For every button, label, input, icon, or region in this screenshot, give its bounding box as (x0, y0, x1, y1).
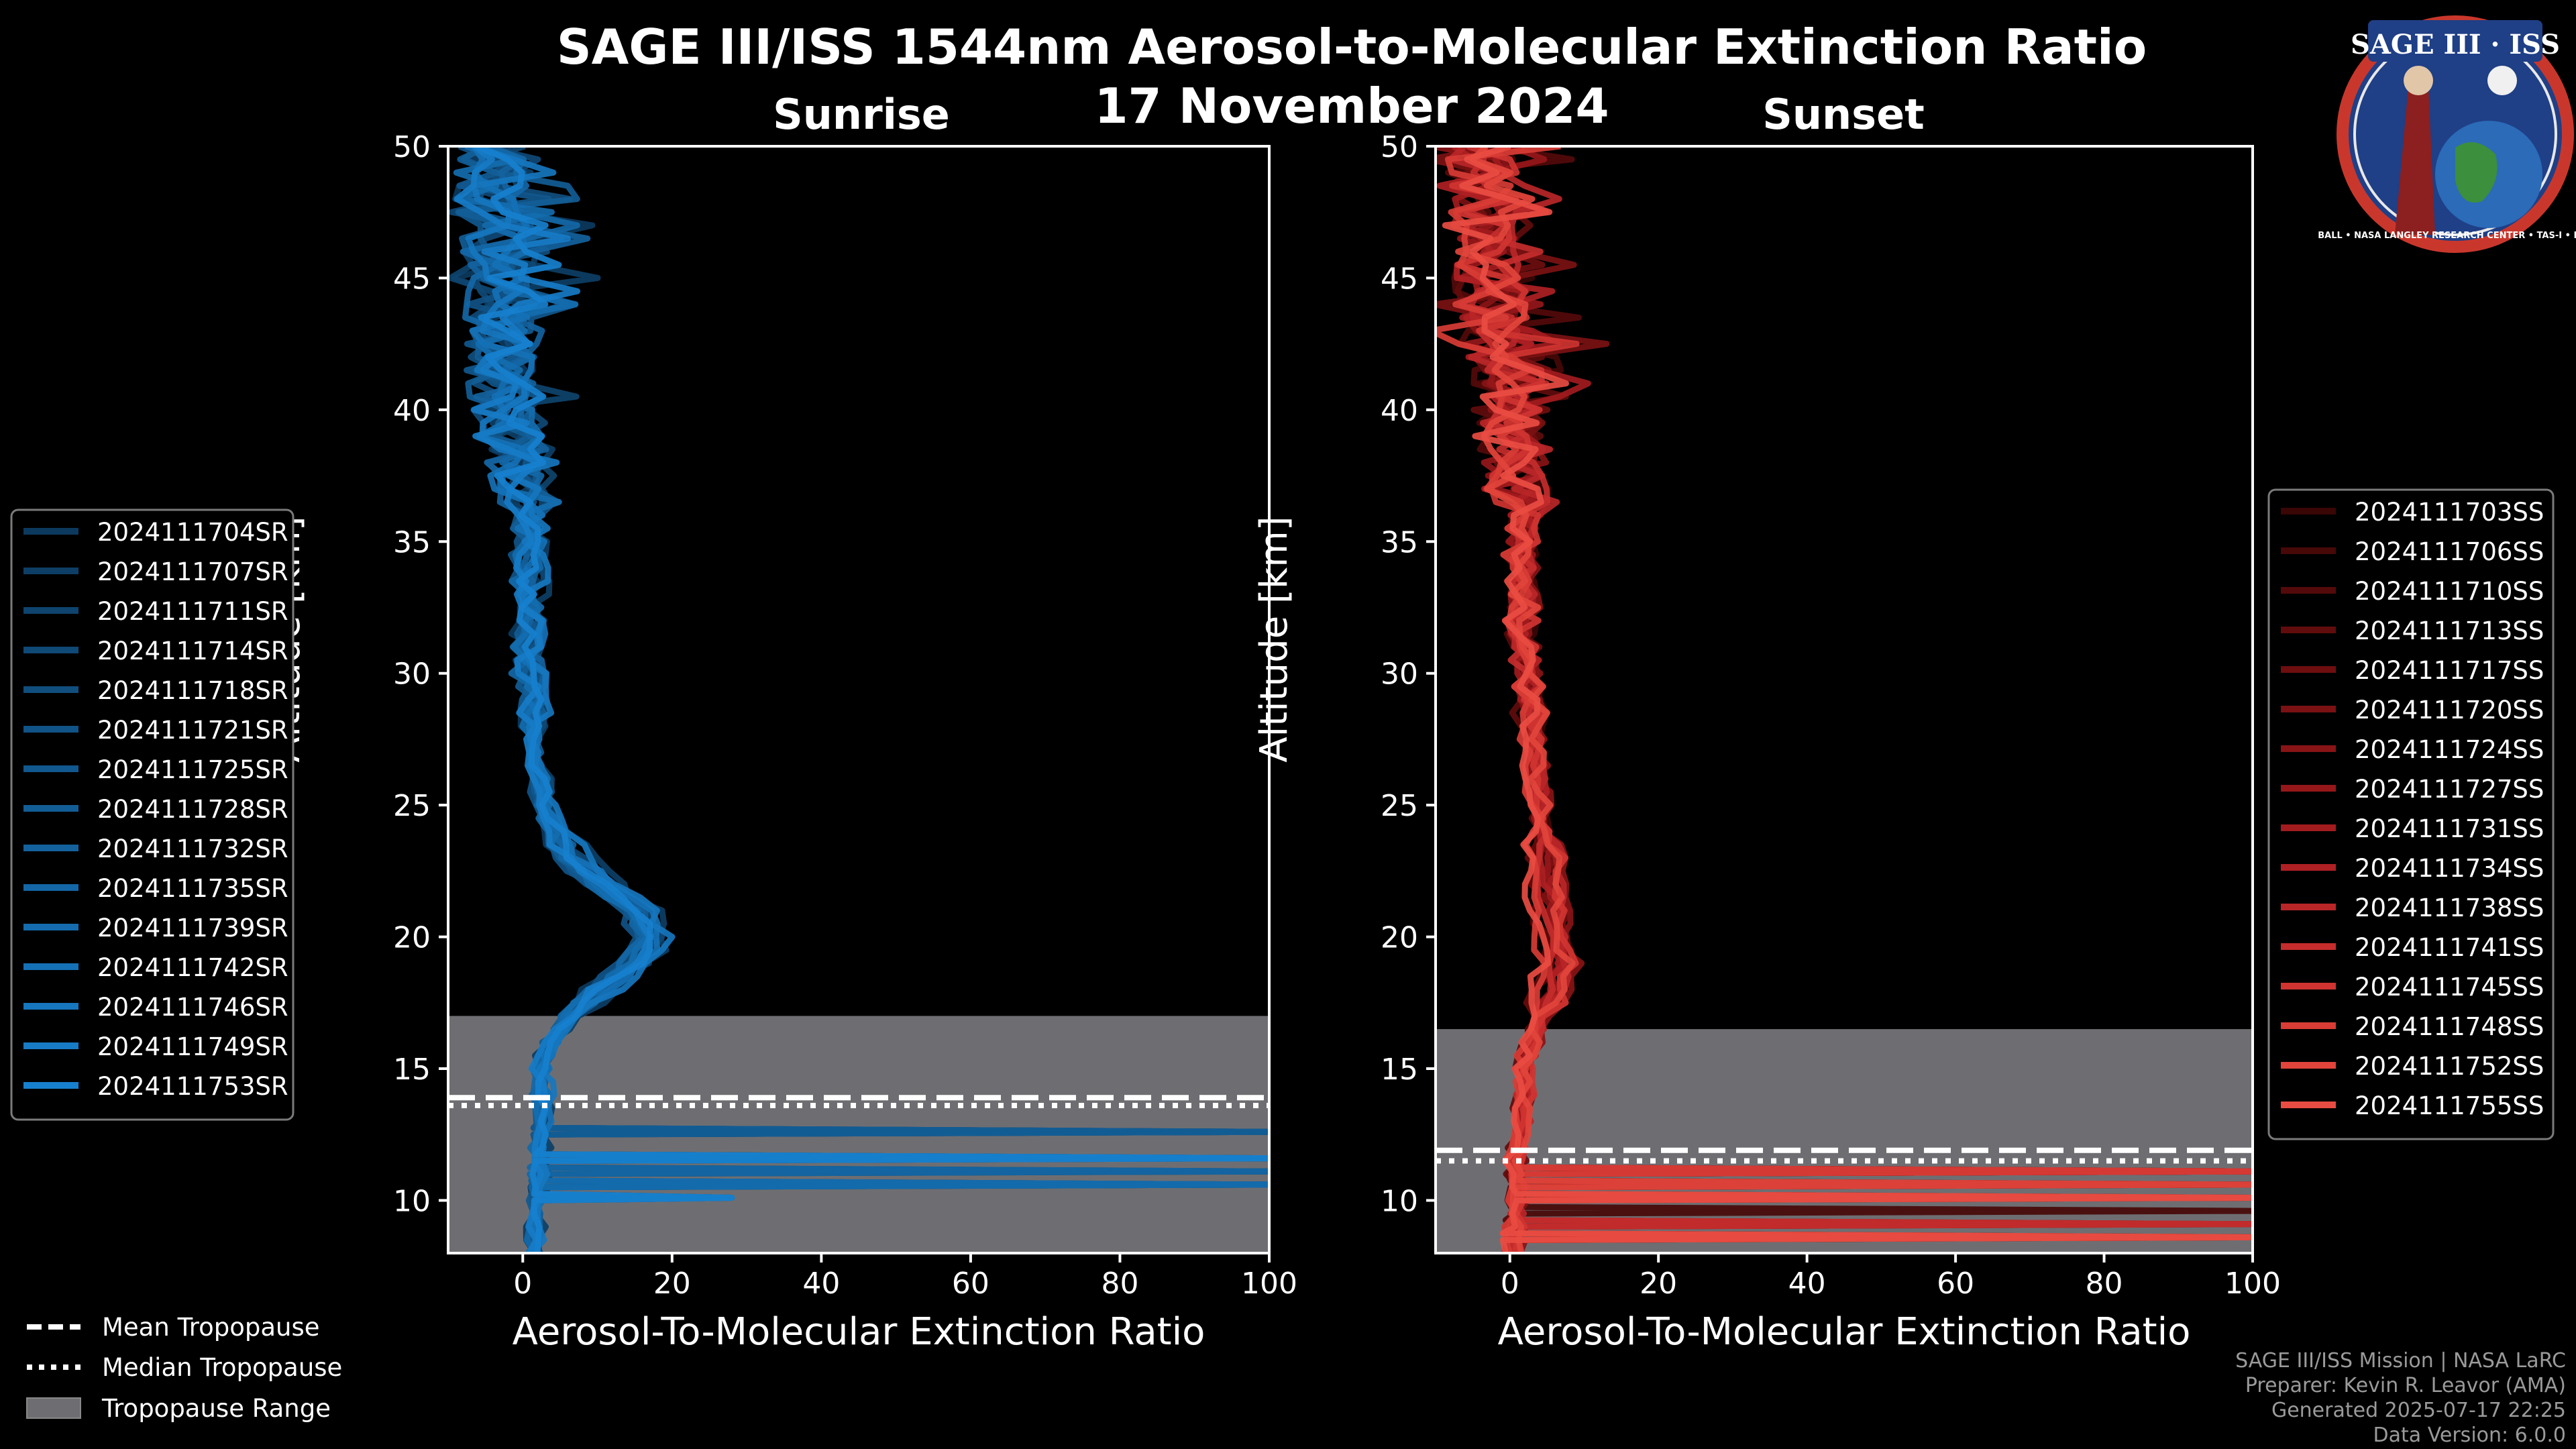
y-tick-label: 15 (393, 1053, 431, 1087)
legend-label: 2024111745SS (2355, 973, 2544, 1002)
sage-logo: SAGE III · ISS BALL • NASA LANGLEY RESEA… (2318, 15, 2576, 253)
y-tick-label: 50 (393, 130, 431, 164)
y-tick-label: 25 (1381, 789, 1418, 823)
x-tick-label: 80 (1101, 1267, 1138, 1301)
legend-label: 2024111718SR (97, 676, 288, 705)
legend-label: 2024111735SR (97, 874, 288, 903)
legend-label: 2024111741SS (2355, 933, 2544, 962)
y-tick-label: 30 (393, 657, 431, 692)
legend-label: 2024111706SS (2355, 537, 2544, 566)
y-tick-label: 40 (393, 394, 431, 428)
y-tick-label: 20 (1381, 921, 1418, 955)
credit-generated: Generated 2025-07-17 22:25 (2271, 1399, 2566, 1422)
x-tick-label: 0 (513, 1267, 532, 1301)
x-axis-label: Aerosol-To-Molecular Extinction Ratio (1498, 1310, 2191, 1354)
legend-label: 2024111739SR (97, 914, 288, 943)
x-tick-label: 40 (1788, 1267, 1826, 1301)
legend-label: 2024111724SS (2355, 735, 2544, 764)
x-tick-label: 0 (1501, 1267, 1519, 1301)
series-line-2024111753SR (475, 146, 1269, 1253)
legend-label: 2024111725SR (97, 755, 288, 784)
y-tick-label: 40 (1381, 394, 1418, 428)
panel-title-sunset: Sunset (1762, 90, 1925, 139)
logo-label: SAGE III · ISS (2351, 29, 2560, 60)
legend-label: 2024111707SR (97, 557, 288, 586)
panel-title-sunrise: Sunrise (773, 90, 950, 139)
chart-date: 17 November 2024 (1094, 78, 1609, 134)
mean-tropopause-label: Mean Tropopause (102, 1313, 320, 1342)
legend-label: 2024111734SS (2355, 854, 2544, 883)
sunrise-panel: 0 20 40 60 80 100 10 15 20 25 30 35 40 45 50 Aerosol-To… (265, 130, 1297, 1354)
sunset-panel: 0 20 40 60 80 100 10 15 20 25 30 35 40 45 50 Aerosol-To… (1252, 130, 2281, 1354)
credit-mission: SAGE III/ISS Mission | NASA LaRC (2235, 1349, 2566, 1373)
credits: SAGE III/ISS Mission | NASA LaRC Prepare… (2235, 1349, 2566, 1447)
x-tick-label: 40 (802, 1267, 840, 1301)
legend-label: 2024111717SS (2355, 656, 2544, 685)
tropopause-range-swatch (26, 1397, 81, 1419)
y-tick-label: 35 (393, 525, 431, 559)
series-line-2024111748SS (1436, 146, 2253, 1253)
y-tick-label: 50 (1381, 130, 1418, 164)
plot-frame (1434, 145, 2254, 1254)
legend-label: 2024111714SR (97, 637, 288, 665)
legend-label: 2024111752SS (2355, 1052, 2544, 1081)
y-tick-label: 35 (1381, 525, 1418, 559)
y-tick-label: 10 (1381, 1184, 1418, 1218)
series-line-2024111745SS (1449, 146, 2253, 1253)
series-line-2024111755SS (1442, 146, 2253, 1253)
legend-label: 2024111742SR (97, 953, 288, 982)
x-tick-label: 60 (952, 1267, 989, 1301)
y-tick-label: 20 (393, 921, 431, 955)
legend-label: 2024111732SR (97, 835, 288, 863)
legend-label: 2024111746SR (97, 993, 288, 1022)
legend-label: 2024111711SR (97, 597, 288, 626)
legend-label: 2024111721SR (97, 716, 288, 745)
legend-label: 2024111727SS (2355, 775, 2544, 804)
legend-label: 2024111749SR (97, 1032, 288, 1061)
legend-label: 2024111753SR (97, 1072, 288, 1101)
tropopause-legend: Mean Tropopause Median Tropopause Tropop… (26, 1313, 342, 1423)
y-tick-label: 45 (1381, 262, 1418, 296)
chart-title: SAGE III/ISS 1544nm Aerosol-to-Molecular… (557, 19, 2147, 75)
x-tick-label: 20 (1640, 1267, 1677, 1301)
x-tick-label: 100 (1241, 1267, 1297, 1301)
x-tick-label: 100 (2224, 1267, 2281, 1301)
y-tick-label: 10 (393, 1184, 431, 1218)
credit-preparer: Preparer: Kevin R. Leavor (AMA) (2245, 1374, 2566, 1397)
x-tick-label: 60 (1937, 1267, 1974, 1301)
logo-ring-text: BALL • NASA LANGLEY RESEARCH CENTER • TA… (2318, 231, 2576, 241)
legend-label: 2024111713SS (2355, 616, 2544, 645)
credit-version: Data Version: 6.0.0 (2373, 1424, 2566, 1447)
legend-label: 2024111720SS (2355, 696, 2544, 724)
legend-label: 2024111704SR (97, 518, 288, 547)
y-tick-label: 15 (1381, 1053, 1418, 1087)
legend-box (2267, 488, 2555, 1140)
series-line-2024111749SR (453, 146, 653, 1253)
legend-box (10, 508, 294, 1121)
legend-label: 2024111710SS (2355, 577, 2544, 606)
sunset-legend: 2024111703SS 2024111706SS 2024111710SS 2024… (2267, 488, 2555, 1140)
tropopause-range-label: Tropopause Range (101, 1394, 331, 1423)
x-axis-label: Aerosol-To-Molecular Extinction Ratio (513, 1310, 1205, 1354)
sunrise-legend: 2024111704SR 2024111707SR 2024111711SR 2024… (10, 508, 294, 1121)
series-line-2024111746SR (465, 146, 676, 1253)
x-tick-label: 20 (653, 1267, 691, 1301)
legend-label: 2024111728SR (97, 795, 288, 824)
median-tropopause-label: Median Tropopause (102, 1353, 342, 1382)
legend-label: 2024111731SS (2355, 814, 2544, 843)
y-tick-label: 30 (1381, 657, 1418, 692)
legend-label: 2024111748SS (2355, 1012, 2544, 1041)
legend-label: 2024111703SS (2355, 498, 2544, 527)
plot-frame (447, 145, 1271, 1254)
y-axis-label: Altitude [km] (1252, 516, 1296, 762)
x-tick-label: 80 (2086, 1267, 2123, 1301)
legend-label: 2024111738SS (2355, 894, 2544, 922)
legend-label: 2024111755SS (2355, 1091, 2544, 1120)
y-tick-label: 25 (393, 789, 431, 823)
y-tick-label: 45 (393, 262, 431, 296)
